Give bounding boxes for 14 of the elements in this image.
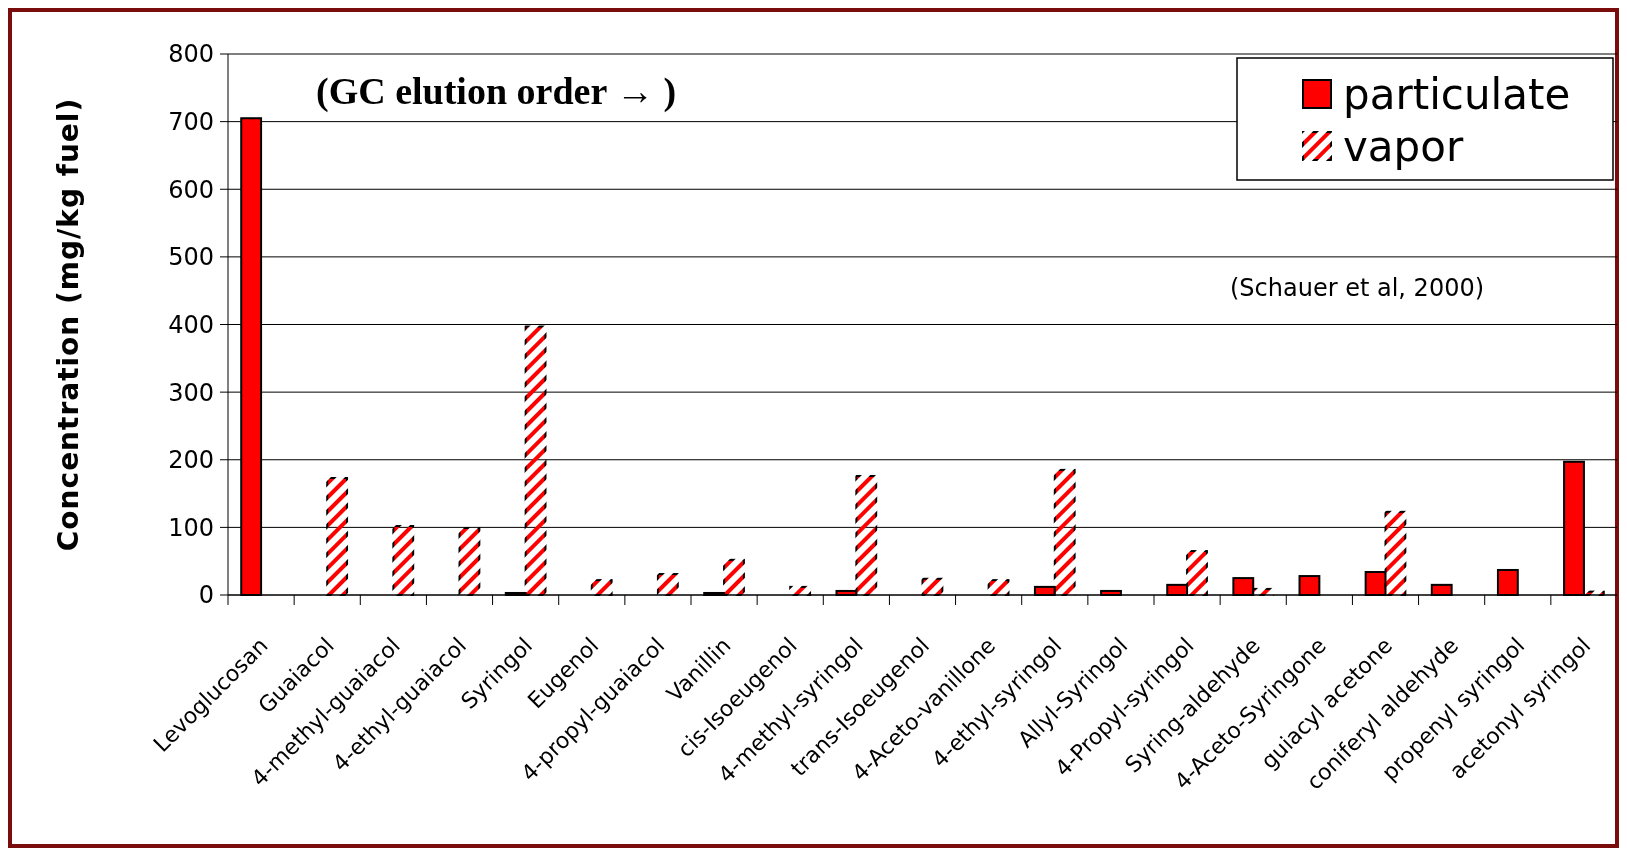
- y-tick-label: 600: [168, 175, 214, 204]
- legend-label: vapor: [1343, 121, 1464, 171]
- annotation: (Schauer et al, 2000): [1230, 274, 1485, 302]
- y-tick-label: 400: [168, 310, 214, 339]
- y-tick-label: 700: [168, 108, 214, 137]
- legend-label: particulate: [1343, 69, 1571, 119]
- y-tick-label: 200: [168, 446, 214, 475]
- y-tick-label: 0: [198, 581, 214, 610]
- y-tick-label: 300: [168, 378, 214, 407]
- y-tick-label: 800: [168, 40, 214, 69]
- annotation: (GC elution order → ): [316, 70, 677, 113]
- y-tick-label: 100: [168, 513, 214, 542]
- y-axis-title: Concentration (mg/kg fuel): [52, 97, 85, 552]
- y-tick-label: 500: [168, 243, 214, 272]
